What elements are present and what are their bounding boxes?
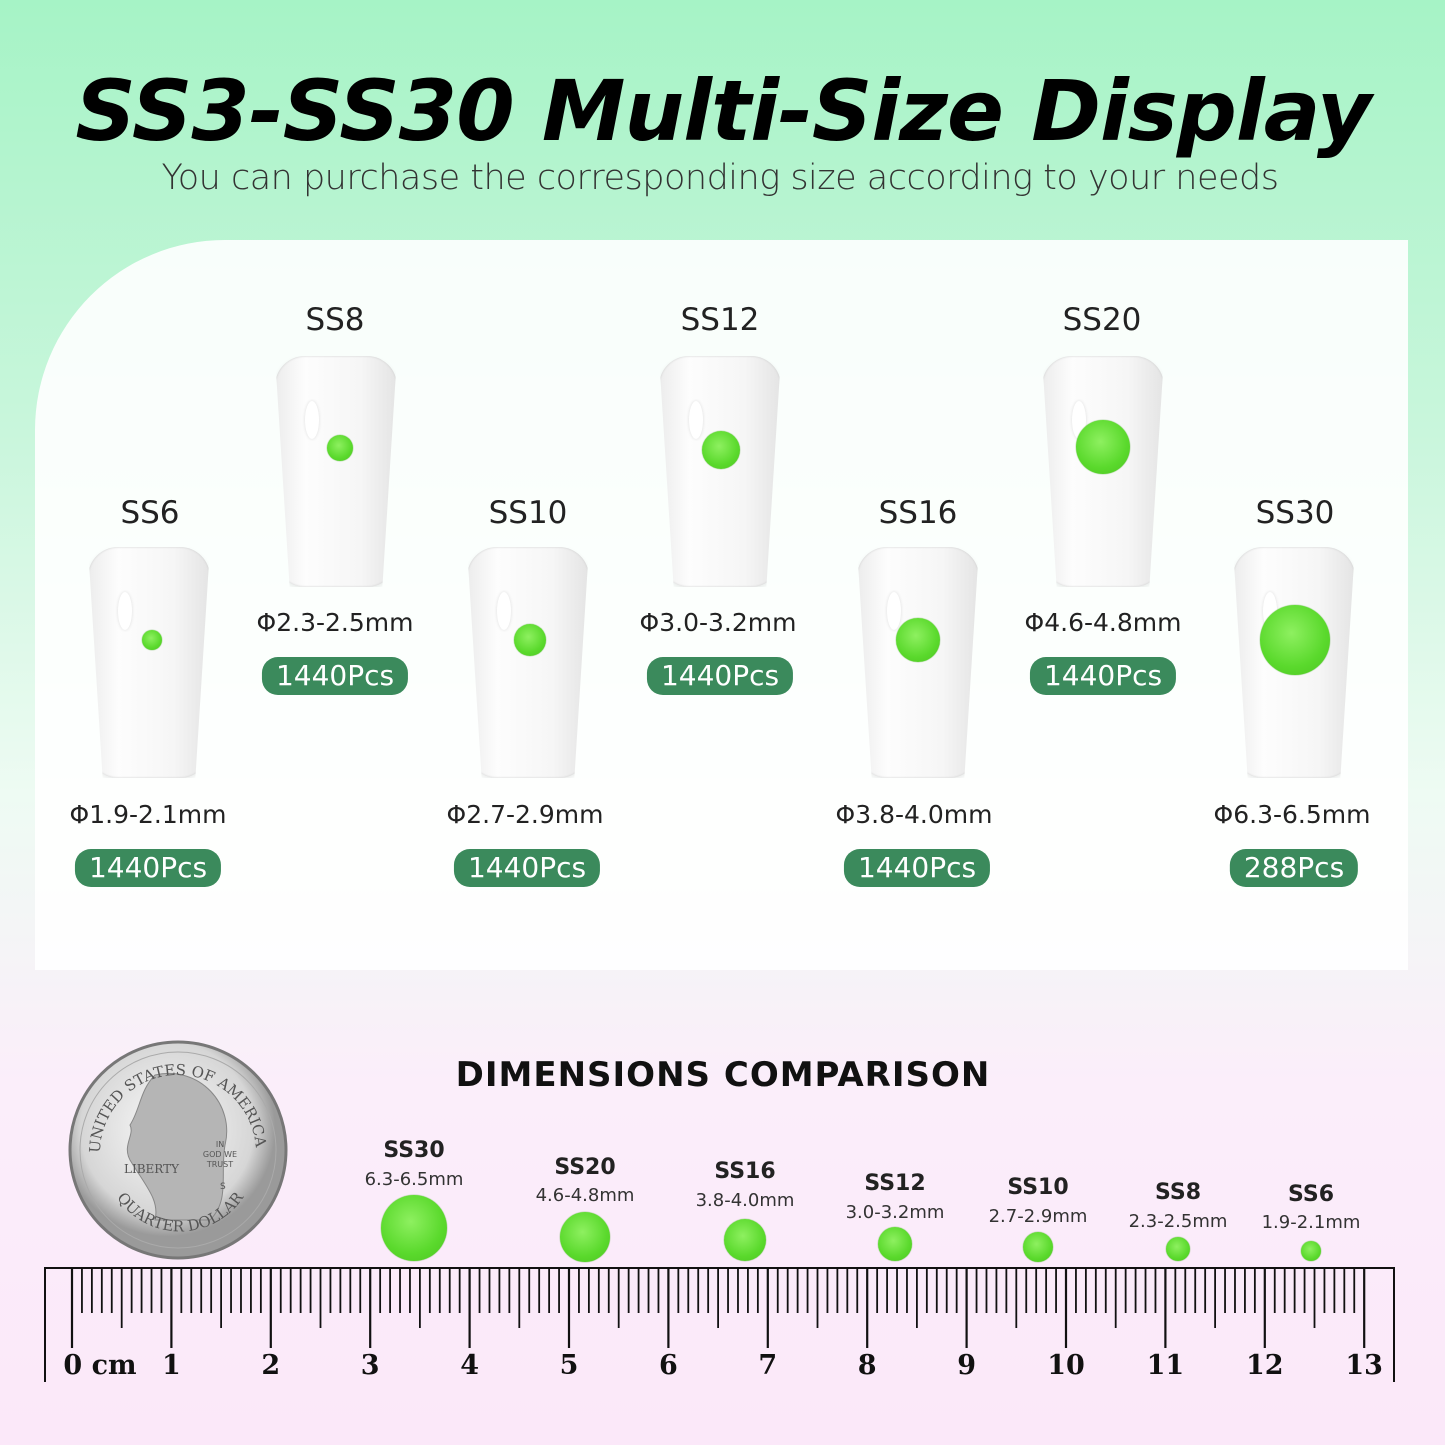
rhinestone-icon — [327, 435, 353, 461]
quantity-badge: 1440Pcs — [74, 849, 222, 887]
size-label: SS30 — [1255, 495, 1335, 531]
size-label: SS20 — [1062, 302, 1142, 338]
quantity-badge: 1440Pcs — [646, 657, 794, 695]
comparison-dimension: 3.0-3.2mm — [845, 1202, 945, 1223]
comparison-size-label: SS12 — [864, 1171, 926, 1196]
size-label: SS16 — [878, 495, 958, 531]
size-dimension: Φ3.0-3.2mm — [639, 608, 797, 637]
size-label: SS8 — [305, 302, 365, 338]
comparison-dimension: 2.7-2.9mm — [988, 1206, 1088, 1227]
ruler — [44, 1267, 1395, 1382]
nail-shine — [305, 401, 319, 439]
ruler-label: 6 — [658, 1350, 678, 1381]
nail-shine — [887, 592, 901, 630]
quantity-badge: 1440Pcs — [1029, 657, 1177, 695]
quantity-badge: 288Pcs — [1229, 849, 1359, 887]
nail-tip-image — [659, 356, 781, 587]
coin-liberty-text: LIBERTY — [124, 1162, 180, 1176]
rhinestone-icon — [1301, 1241, 1321, 1261]
comparison-dimension: 1.9-2.1mm — [1261, 1212, 1361, 1233]
rhinestone-icon — [142, 630, 162, 650]
rhinestone-icon — [724, 1219, 766, 1261]
nail-shine — [497, 592, 511, 630]
rhinestone-icon — [896, 618, 940, 662]
quantity-badge: 1440Pcs — [261, 657, 409, 695]
size-dimension: Φ2.7-2.9mm — [446, 800, 604, 829]
size-dimension: Φ4.6-4.8mm — [1024, 608, 1182, 637]
nail-shine — [118, 592, 132, 630]
ruler-label: 3 — [360, 1350, 380, 1381]
ruler-label: 7 — [758, 1350, 778, 1381]
rhinestone-icon — [1076, 420, 1130, 474]
comparison-size-label: SS16 — [714, 1159, 776, 1184]
comparison-size-label: SS10 — [1007, 1175, 1069, 1200]
rhinestone-icon — [702, 431, 740, 469]
comparison-dimension: 4.6-4.8mm — [535, 1185, 635, 1206]
nail-tip-image — [88, 547, 210, 778]
nail-tip-image — [467, 547, 589, 778]
size-dimension: Φ1.9-2.1mm — [69, 800, 227, 829]
comparison-dimension: 6.3-6.5mm — [364, 1169, 464, 1190]
coin-mint-mark: S — [220, 1182, 226, 1192]
ruler-label: 10 — [1047, 1350, 1085, 1381]
ruler-label: 4 — [460, 1350, 479, 1381]
size-label: SS10 — [488, 495, 568, 531]
quantity-badge: 1440Pcs — [843, 849, 991, 887]
ruler-label: 9 — [957, 1350, 976, 1381]
ruler-label: 0 cm — [63, 1350, 137, 1381]
size-dimension: Φ2.3-2.5mm — [256, 608, 414, 637]
coin-motto-text: IN GOD WE TRUST — [203, 1140, 237, 1169]
ruler-label: 2 — [261, 1350, 281, 1381]
ruler-label: 5 — [559, 1350, 579, 1381]
page-subtitle: You can purchase the corresponding size … — [161, 158, 1279, 198]
size-label: SS12 — [680, 302, 760, 338]
rhinestone-icon — [514, 624, 546, 656]
rhinestone-icon — [560, 1212, 610, 1262]
nail-tip-image — [857, 547, 979, 778]
comparison-title: DIMENSIONS COMPARISON — [455, 1055, 991, 1095]
rhinestone-icon — [381, 1195, 447, 1261]
size-dimension: Φ6.3-6.5mm — [1213, 800, 1371, 829]
size-dimension: Φ3.8-4.0mm — [835, 800, 993, 829]
rhinestone-icon — [1166, 1237, 1190, 1261]
comparison-size-label: SS20 — [554, 1155, 616, 1180]
quantity-badge: 1440Pcs — [453, 849, 601, 887]
rhinestone-icon — [878, 1227, 912, 1261]
page-title: SS3-SS30 Multi-Size Display — [75, 62, 1371, 160]
comparison-dimension: 3.8-4.0mm — [695, 1190, 795, 1211]
nail-shine — [689, 401, 703, 439]
size-label: SS6 — [120, 495, 180, 531]
comparison-size-label: SS30 — [383, 1138, 445, 1163]
ruler-label: 12 — [1246, 1350, 1284, 1381]
comparison-size-label: SS6 — [1287, 1182, 1335, 1207]
nail-tip-image — [275, 356, 397, 587]
rhinestone-icon — [1260, 605, 1330, 675]
rhinestone-icon — [1023, 1232, 1053, 1262]
size-display-panel — [35, 240, 1408, 970]
comparison-dimension: 2.3-2.5mm — [1128, 1211, 1228, 1232]
ruler-label: 1 — [161, 1350, 181, 1381]
ruler-label: 13 — [1345, 1350, 1383, 1381]
ruler-label: 11 — [1146, 1350, 1185, 1381]
quarter-coin-image: UNITED STATES OF AMERICA QUARTER DOLLAR … — [68, 1040, 288, 1260]
ruler-label: 8 — [857, 1350, 877, 1381]
comparison-size-label: SS8 — [1154, 1180, 1202, 1205]
